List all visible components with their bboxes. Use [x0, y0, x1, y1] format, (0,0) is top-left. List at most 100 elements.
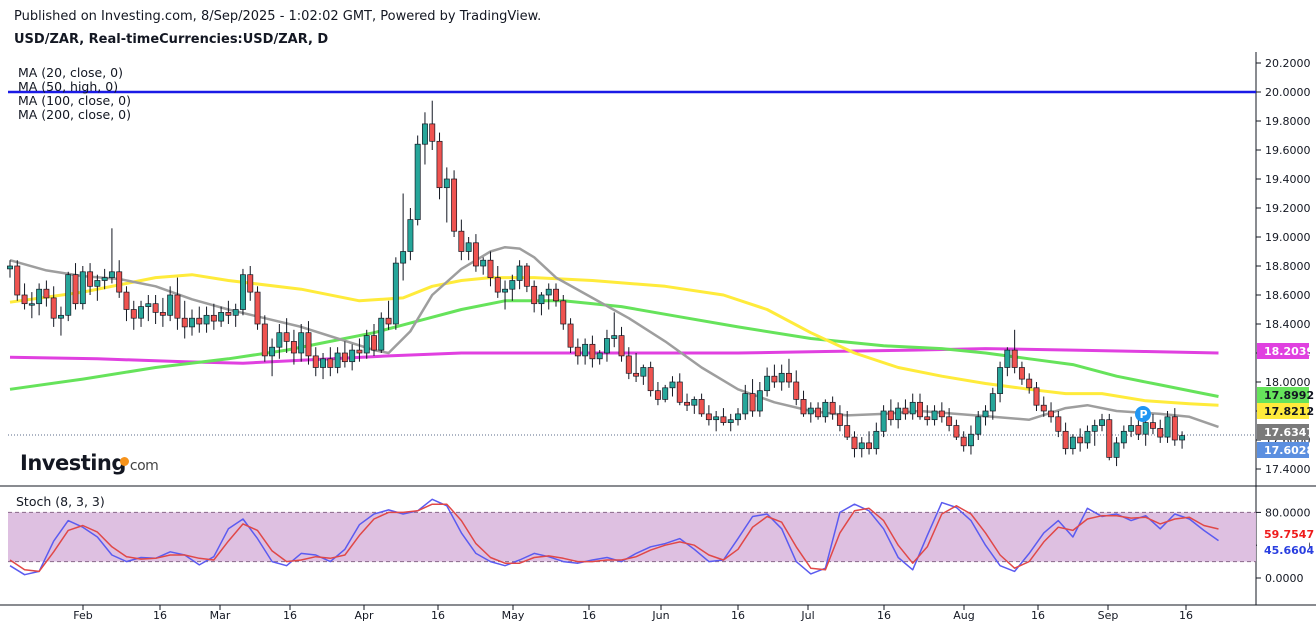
price-badge-text: 17.6347: [1264, 426, 1314, 439]
stoch-badge-text: 45.6604: [1264, 544, 1314, 557]
candle: [181, 300, 188, 339]
candle-body: [276, 332, 283, 348]
candle-body: [298, 332, 305, 354]
stoch-legend: Stoch (8, 3, 3): [16, 494, 105, 509]
candle-body: [545, 288, 552, 296]
candle-body: [1033, 387, 1040, 406]
candle: [174, 277, 181, 330]
y-tick-label: 20.0000: [1265, 86, 1311, 99]
candle: [851, 431, 858, 458]
candle-body: [647, 367, 654, 392]
candle: [1157, 419, 1164, 443]
stoch-badge-text: 59.7547: [1264, 528, 1314, 541]
candle-body: [909, 401, 916, 415]
stoch-badge-bg: [1257, 526, 1309, 542]
candle: [909, 393, 916, 420]
candle: [1055, 411, 1062, 438]
candle: [1026, 373, 1033, 394]
candle-body: [356, 349, 363, 354]
candle: [844, 411, 851, 440]
ma200-legend: MA (200, close, 0): [18, 107, 131, 122]
candle-body: [851, 436, 858, 450]
candle-body: [917, 401, 923, 418]
candle: [887, 399, 894, 426]
candle: [305, 321, 312, 365]
candle-body: [371, 335, 377, 351]
candle: [531, 280, 538, 313]
candle: [1069, 434, 1076, 455]
candle: [494, 266, 501, 298]
candle: [1113, 437, 1120, 467]
candle: [152, 295, 159, 324]
candle: [902, 399, 909, 420]
candle-body: [589, 343, 596, 360]
candle-body: [960, 436, 967, 447]
y-tick-label: 19.8000: [1265, 115, 1311, 128]
candle: [283, 318, 290, 353]
candle-body: [1040, 404, 1047, 412]
candle-body: [87, 271, 94, 287]
candle-body: [1128, 425, 1135, 432]
candle-body: [1011, 349, 1018, 368]
candle-body: [713, 416, 720, 421]
candle-body: [240, 274, 246, 310]
candle: [28, 292, 35, 319]
candle-body: [836, 413, 843, 426]
candle: [87, 263, 94, 295]
candle-body: [334, 352, 341, 368]
candle-body: [800, 399, 807, 415]
candle-body: [28, 303, 35, 306]
candle-body: [749, 393, 756, 412]
candle: [538, 292, 545, 316]
price-badge: 17.8212: [1257, 403, 1314, 419]
candle-body: [735, 413, 741, 421]
candle-body: [320, 358, 326, 368]
candle: [58, 306, 64, 336]
candle: [676, 373, 683, 406]
x-tick-label: 16: [431, 609, 445, 622]
candle-body: [312, 355, 319, 368]
candle: [312, 347, 319, 377]
candle-body: [290, 341, 297, 354]
candle: [669, 376, 676, 397]
candle: [742, 384, 749, 420]
candle-body: [1142, 422, 1149, 435]
candle-body: [189, 317, 195, 328]
p-marker-icon: P: [1135, 406, 1151, 422]
price-badge: 17.8992: [1257, 387, 1314, 403]
candle: [1011, 329, 1018, 374]
candle: [815, 402, 822, 420]
candle: [924, 405, 931, 426]
candle-body: [494, 277, 501, 293]
candle: [21, 283, 28, 310]
candle-body: [538, 294, 545, 305]
candle-body: [79, 271, 86, 305]
candle: [378, 312, 385, 353]
candle-body: [181, 317, 188, 328]
candle: [618, 326, 625, 362]
symbol-title: USD/ZAR, Real-timeCurrencies:USD/ZAR, D: [14, 32, 329, 47]
candle-body: [167, 294, 174, 316]
candle-body: [778, 372, 785, 383]
candle-body: [225, 312, 232, 316]
candle: [749, 379, 756, 417]
candle: [516, 260, 523, 290]
candle: [574, 338, 581, 365]
candle-body: [618, 335, 625, 357]
candle-body: [691, 399, 698, 406]
candle: [400, 193, 407, 281]
candle: [1077, 428, 1084, 452]
candle: [1091, 419, 1098, 446]
candle: [269, 338, 276, 377]
candle-body: [392, 262, 399, 325]
x-tick-label: Apr: [354, 609, 374, 622]
candle: [968, 425, 974, 455]
candle-body: [1055, 416, 1062, 432]
candle-body: [968, 433, 974, 447]
candle-body: [560, 300, 567, 325]
candle-body: [138, 306, 144, 319]
candle-body: [975, 416, 982, 435]
candle-body: [385, 317, 392, 325]
candle: [472, 234, 479, 272]
